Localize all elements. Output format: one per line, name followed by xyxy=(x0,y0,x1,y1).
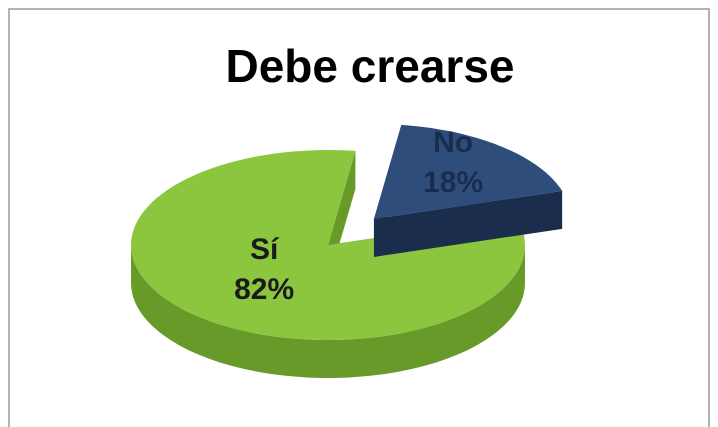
value-label: 18% xyxy=(423,166,483,199)
slice-label: Sí xyxy=(250,233,280,266)
slice-side xyxy=(131,245,525,378)
value-label: 82% xyxy=(234,273,294,306)
slice xyxy=(131,150,525,340)
pie: Sí 82% No 18% xyxy=(131,124,563,378)
chart-title: Debe crearse xyxy=(226,40,515,92)
slice xyxy=(373,124,563,219)
slice-label: No xyxy=(433,126,473,159)
slice-wall xyxy=(373,190,563,257)
chart-frame xyxy=(8,8,710,427)
